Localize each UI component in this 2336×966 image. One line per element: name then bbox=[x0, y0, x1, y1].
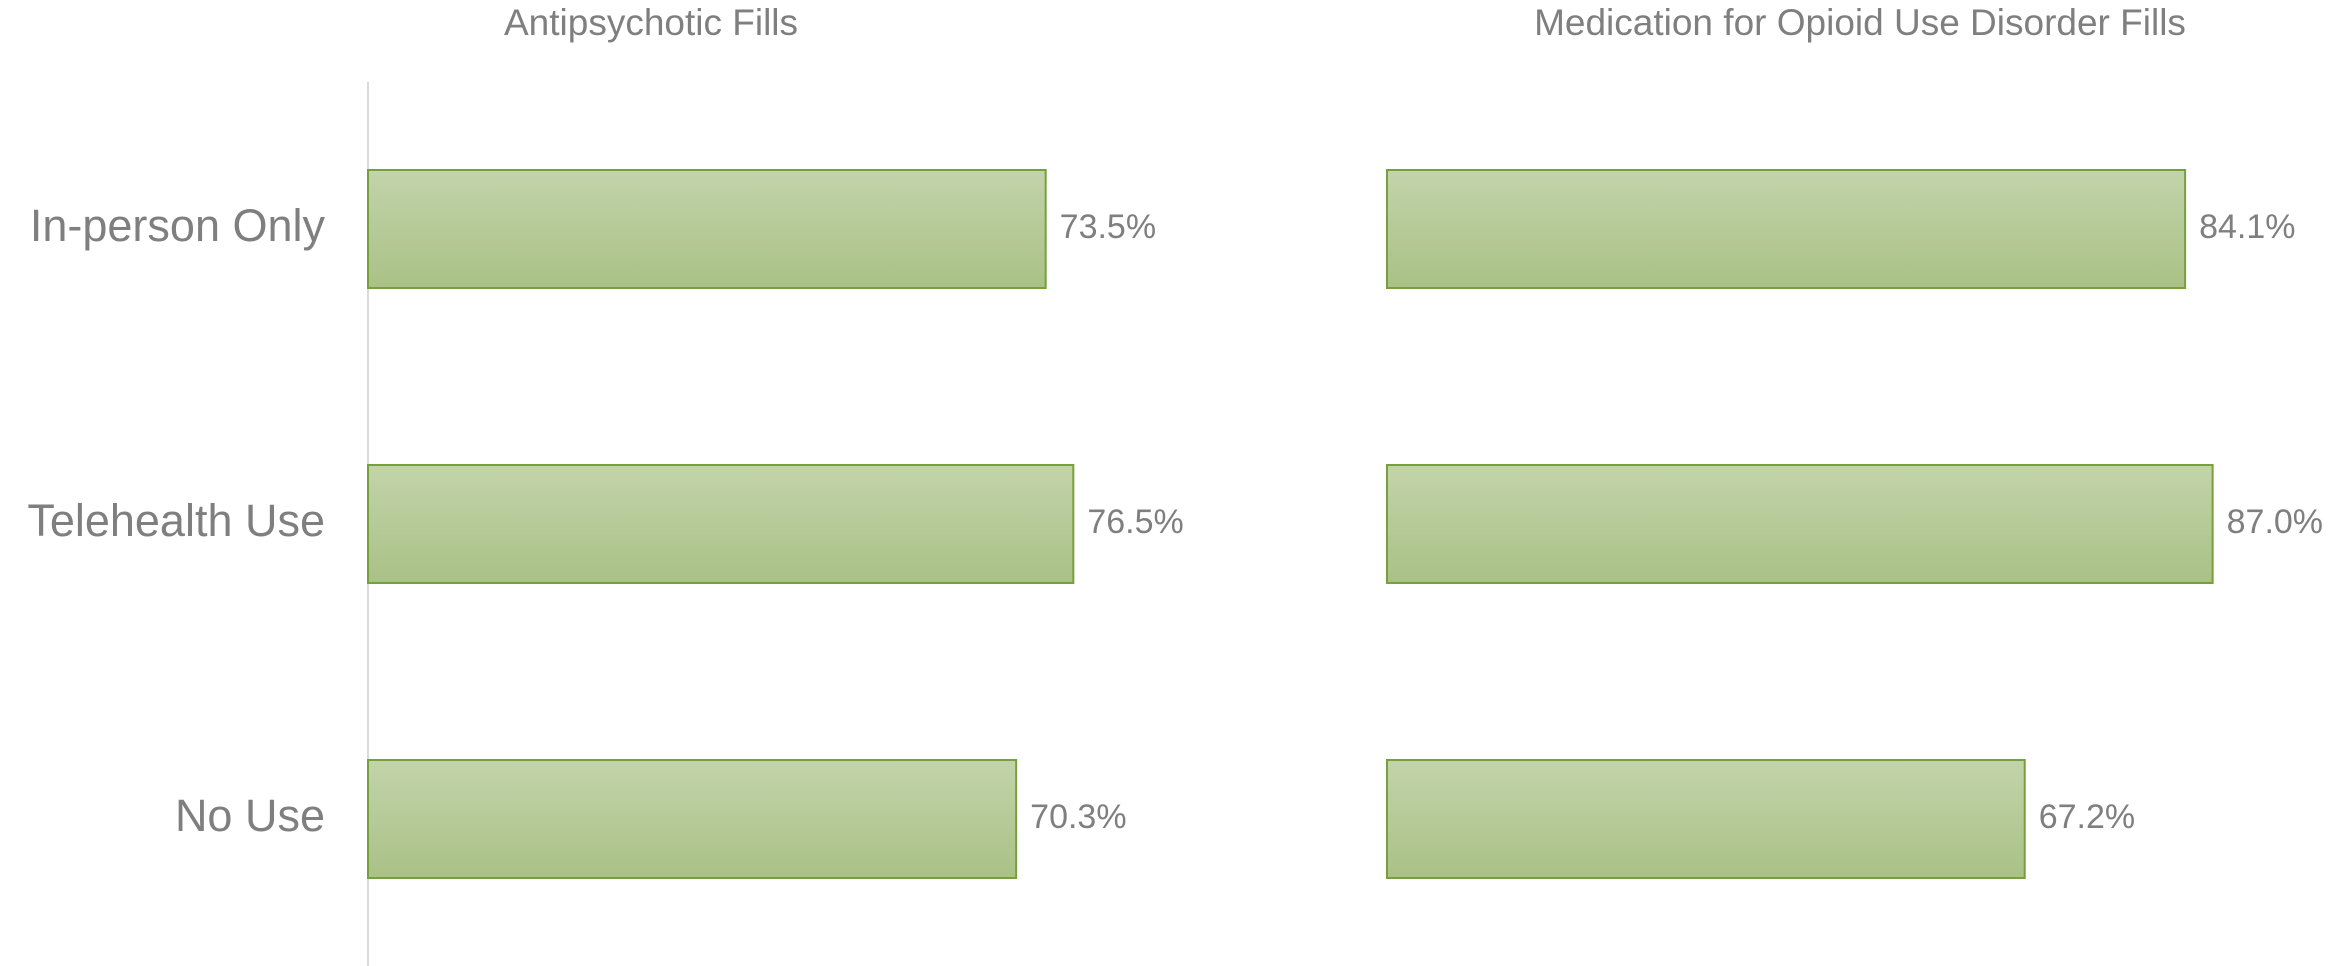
bar bbox=[1386, 464, 2214, 584]
value-label: 76.5% bbox=[1087, 503, 1183, 541]
value-label: 87.0% bbox=[2227, 503, 2323, 541]
category-label: No Use bbox=[175, 790, 325, 841]
category-label: Telehealth Use bbox=[27, 495, 325, 546]
chart-title: Medication for Opioid Use Disorder Fills bbox=[1534, 2, 2186, 43]
category-label: In-person Only bbox=[30, 200, 326, 251]
chart-title: Antipsychotic Fills bbox=[504, 2, 798, 43]
bar bbox=[367, 169, 1047, 289]
value-label: 67.2% bbox=[2039, 798, 2135, 836]
bar bbox=[367, 759, 1018, 879]
bar bbox=[1386, 169, 2187, 289]
bar bbox=[367, 464, 1075, 584]
bar bbox=[1386, 759, 2026, 879]
value-label: 70.3% bbox=[1030, 798, 1126, 836]
value-label: 73.5% bbox=[1060, 208, 1156, 246]
value-label: 84.1% bbox=[2199, 208, 2295, 246]
